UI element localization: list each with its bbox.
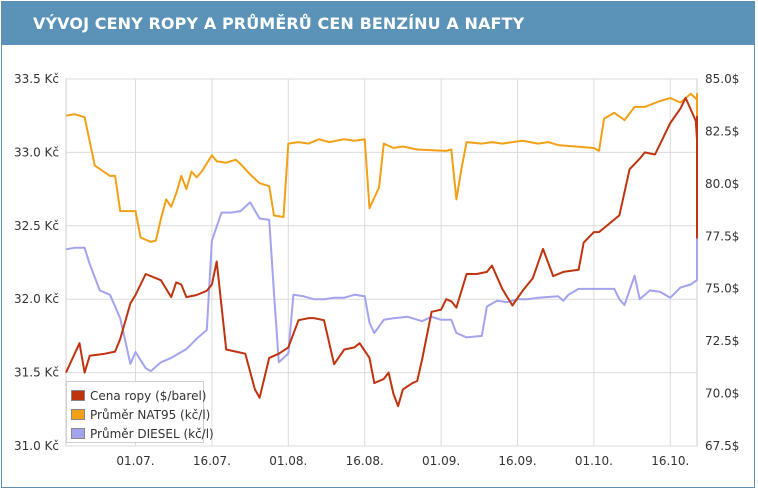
x-tick-label: 01.08. xyxy=(269,454,307,468)
legend-label-oil: Cena ropy ($/barel) xyxy=(90,388,207,403)
x-tick-label: 16.08. xyxy=(346,454,384,468)
y-left-tick-label: 32.0 Kč xyxy=(14,292,59,306)
x-tick-label: 16.10. xyxy=(651,454,689,468)
chart-header: VÝVOJ CENY ROPY A PRŮMĚRŮ CEN BENZÍNU A … xyxy=(2,2,754,45)
x-tick-label: 01.10. xyxy=(575,454,613,468)
y-left-tick-label: 33.5 Kč xyxy=(14,72,59,86)
x-tick-label: 01.09. xyxy=(422,454,460,468)
legend-item-nat95[interactable]: Průměr NAT95 (kč/l) xyxy=(71,405,210,424)
legend-label-nat95: Průměr NAT95 (kč/l) xyxy=(90,407,211,422)
y-left-tick-label: 31.0 Kč xyxy=(14,439,59,453)
legend-label-diesel: Průměr DIESEL (kč/l) xyxy=(90,426,214,441)
y-right-tick-label: 67.5$ xyxy=(705,439,739,453)
y-left-tick-label: 31.5 Kč xyxy=(14,366,59,380)
grid-lines xyxy=(66,78,697,447)
legend: Cena ropy ($/barel) Průměr NAT95 (kč/l) … xyxy=(66,381,214,443)
y-right-tick-label: 85.0$ xyxy=(705,72,739,86)
y-right-tick-label: 72.5$ xyxy=(705,334,739,348)
y-left-tick-label: 33.0 Kč xyxy=(14,145,59,159)
x-tick-label: 01.07. xyxy=(116,454,154,468)
y-right-tick-label: 77.5$ xyxy=(705,229,739,243)
x-tick-label: 16.09. xyxy=(498,454,536,468)
series-lines xyxy=(65,92,698,408)
x-tick-label: 16.07. xyxy=(193,454,231,468)
y-axis-right: 85.0$ 82.5$ 80.0$ 77.5$ 75.0$ 72.5$ 70.0$ 67.5$ xyxy=(705,72,739,453)
chart-title: VÝVOJ CENY ROPY A PRŮMĚRŮ CEN BENZÍNU A … xyxy=(33,14,525,33)
legend-item-diesel[interactable]: Průměr DIESEL (kč/l) xyxy=(71,424,214,443)
y-right-tick-label: 80.0$ xyxy=(705,177,739,191)
y-axis-left: 33.5 Kč 33.0 Kč 32.5 Kč 32.0 Kč 31.5 Kč 31.0 … xyxy=(14,72,59,453)
series-line-oil xyxy=(65,96,698,408)
x-axis: 01.07. 16.07. 01.08. 16.08. 01.09. 16.09. 01.1… xyxy=(116,454,689,468)
y-right-tick-label: 75.0$ xyxy=(705,282,739,296)
legend-swatch-oil xyxy=(71,390,85,401)
legend-item-oil[interactable]: Cena ropy ($/barel) xyxy=(71,386,206,405)
legend-swatch-diesel xyxy=(71,428,85,439)
series-line-diesel xyxy=(65,136,698,373)
y-left-tick-label: 32.5 Kč xyxy=(14,219,59,233)
y-right-tick-label: 70.0$ xyxy=(705,387,739,401)
legend-swatch-nat95 xyxy=(71,409,85,420)
series-line-nat95 xyxy=(65,92,698,243)
y-right-tick-label: 82.5$ xyxy=(705,124,739,138)
